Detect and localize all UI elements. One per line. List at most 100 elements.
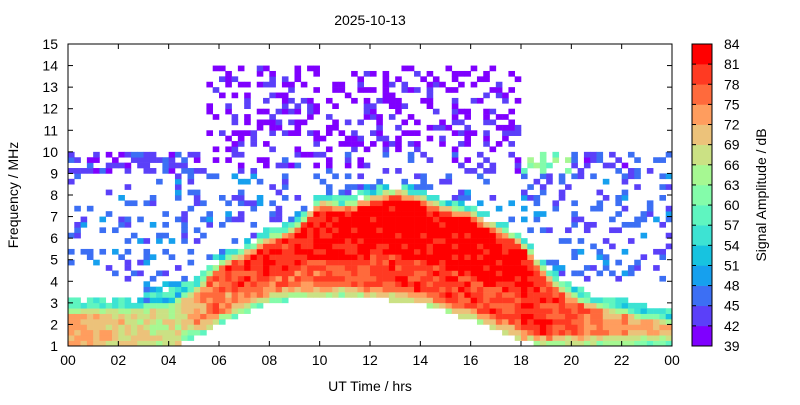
heatmap-cell	[174, 319, 182, 325]
heatmap-cell	[407, 211, 415, 217]
heatmap-cell	[470, 211, 478, 217]
heatmap-cell	[382, 200, 390, 207]
heatmap-cell	[118, 308, 125, 314]
heatmap-cell	[244, 81, 251, 88]
heatmap-cell	[376, 184, 383, 190]
heatmap-cell	[627, 173, 635, 180]
heatmap-cell	[118, 216, 125, 223]
heatmap-cell	[508, 297, 516, 304]
heatmap-cell	[401, 286, 409, 293]
heatmap-cell	[86, 297, 94, 304]
heatmap-cell	[489, 108, 497, 115]
heatmap-cell	[388, 243, 396, 250]
heatmap-cell	[546, 313, 553, 320]
heatmap-cell	[470, 265, 478, 271]
heatmap-cell	[546, 286, 553, 293]
heatmap-cell	[407, 292, 415, 298]
heatmap-cell	[414, 243, 421, 250]
heatmap-cell	[193, 329, 201, 336]
heatmap-cell	[376, 211, 383, 217]
heatmap-cell	[325, 200, 333, 207]
heatmap-cell	[539, 151, 547, 158]
heatmap-cell	[565, 324, 572, 331]
heatmap-cell	[445, 308, 453, 314]
heatmap-cell	[527, 248, 534, 255]
heatmap-cell	[74, 205, 81, 212]
heatmap-cell	[256, 238, 264, 244]
heatmap-cell	[187, 178, 195, 185]
heatmap-cell	[363, 238, 371, 244]
heatmap-cell	[621, 302, 629, 309]
heatmap-cell	[244, 200, 251, 207]
heatmap-cell	[143, 259, 151, 266]
heatmap-cell	[558, 265, 566, 271]
heatmap-cell	[621, 335, 629, 341]
heatmap-cell	[319, 151, 327, 158]
heatmap-cell	[464, 232, 471, 239]
heatmap-cell	[395, 297, 402, 304]
heatmap-cell	[514, 259, 522, 266]
heatmap-cell	[68, 324, 75, 331]
heatmap-cell	[206, 81, 214, 88]
heatmap-cell	[181, 162, 188, 169]
heatmap-cell	[376, 114, 383, 120]
heatmap-cell	[445, 173, 453, 180]
heatmap-cell	[319, 259, 327, 266]
heatmap-cell	[174, 281, 182, 287]
heatmap-cell	[200, 313, 207, 320]
heatmap-cell	[212, 281, 220, 287]
heatmap-cell	[621, 189, 629, 196]
heatmap-cell	[130, 232, 138, 239]
heatmap-cell	[118, 319, 125, 325]
heatmap-cell	[539, 189, 547, 196]
heatmap-cell	[571, 302, 578, 309]
heatmap-cell	[269, 227, 276, 234]
heatmap-cell	[445, 259, 453, 266]
heatmap-cell	[263, 270, 270, 277]
heatmap-cell	[552, 265, 560, 271]
heatmap-cell	[483, 157, 490, 163]
heatmap-cell	[363, 259, 371, 266]
heatmap-cell	[388, 195, 396, 201]
heatmap-cell	[307, 254, 314, 261]
heatmap-cell	[263, 119, 270, 126]
heatmap-cell	[590, 157, 597, 163]
heatmap-cell	[533, 313, 541, 320]
heatmap-cell	[200, 292, 207, 298]
heatmap-cell	[74, 335, 81, 341]
heatmap-cell	[300, 97, 308, 104]
heatmap-cell	[577, 319, 585, 325]
heatmap-cell	[376, 189, 383, 196]
heatmap-cell	[552, 302, 560, 309]
heatmap-cell	[432, 205, 440, 212]
heatmap-cell	[533, 297, 541, 304]
heatmap-cell	[451, 259, 459, 266]
heatmap-cell	[370, 211, 377, 217]
heatmap-cell	[281, 275, 289, 282]
heatmap-cell	[143, 329, 151, 336]
heatmap-cell	[338, 189, 346, 196]
heatmap-cell	[307, 114, 314, 120]
heatmap-cell	[401, 184, 409, 190]
heatmap-cell	[263, 297, 270, 304]
heatmap-cell	[118, 335, 125, 341]
heatmap-cell	[388, 92, 396, 99]
heatmap-cell	[313, 141, 320, 147]
heatmap-cell	[388, 205, 396, 212]
heatmap-cell	[376, 259, 383, 266]
heatmap-cell	[206, 211, 214, 217]
heatmap-cell	[225, 281, 232, 287]
heatmap-cell	[231, 259, 239, 266]
heatmap-cell	[609, 313, 616, 320]
heatmap-cell	[80, 329, 88, 336]
heatmap-cell	[602, 265, 610, 271]
heatmap-cell	[558, 329, 566, 336]
heatmap-cell	[464, 141, 471, 147]
heatmap-cell	[212, 286, 220, 293]
heatmap-cell	[407, 221, 415, 228]
heatmap-cell	[237, 216, 245, 223]
heatmap-cell	[464, 286, 471, 293]
heatmap-cell	[93, 157, 100, 163]
heatmap-cell	[451, 227, 459, 234]
heatmap-cell	[470, 65, 478, 72]
